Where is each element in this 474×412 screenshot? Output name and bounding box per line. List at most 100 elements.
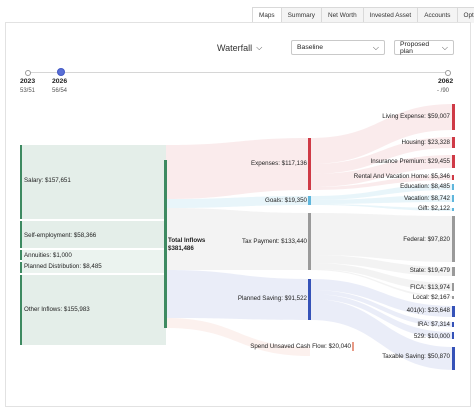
maps-panel — [5, 22, 471, 407]
sankey-label-spend-unsaved-cash-flow: Spend Unsaved Cash Flow: $20,040 — [250, 343, 351, 350]
sankey-link — [310, 175, 454, 190]
sankey-node-total-inflows — [164, 160, 167, 328]
sankey-link — [310, 294, 454, 339]
sankey-label-vacation: Vacation: $8,742 — [404, 195, 450, 202]
sankey-node-planned-distribution — [20, 262, 22, 273]
sankey-node-rental-vacation-home — [452, 175, 454, 180]
sankey-label-self-employment: Self-employment: $58,366 — [24, 232, 97, 239]
baseline-plan-label: Baseline — [297, 44, 324, 51]
sankey-link — [310, 184, 454, 200]
chevron-down-icon: ⌵ — [441, 42, 448, 52]
sankey-node-insurance-premium — [452, 155, 455, 168]
sankey-node-spend-unsaved — [352, 342, 354, 351]
sankey-link — [310, 204, 454, 211]
sankey-link — [22, 275, 166, 345]
chevron-down-icon: ⌵ — [372, 42, 379, 52]
sankey-label-living-expense: Living Expense: $59,007 — [382, 113, 450, 120]
timeline-current-year: 2026 — [52, 78, 68, 85]
sankey-node-goals — [308, 196, 311, 205]
sankey-node-planned-saving — [308, 279, 311, 320]
sankey-node-529 — [452, 332, 454, 339]
sankey-label-rental-vacation-home: Rental And Vacation Home: $5,346 — [353, 173, 450, 180]
sankey-node-ira — [452, 322, 454, 327]
sankey-node-vacation — [452, 195, 454, 202]
chevron-down-icon: ⌵ — [256, 43, 263, 52]
proposed-plan-select[interactable]: Proposed plan ⌵ — [394, 40, 454, 55]
sankey-node-state — [452, 267, 455, 276]
sankey-label-planned-distribution: Planned Distribution: $8,485 — [24, 263, 102, 270]
sankey-label-total-inflows: Total Inflows — [168, 237, 206, 244]
timeline-start-marker[interactable] — [25, 70, 31, 76]
sankey-link — [22, 145, 166, 219]
sankey-link — [310, 299, 454, 370]
sankey-link — [310, 137, 454, 174]
tab-options[interactable]: Options — [456, 7, 474, 23]
sankey-link — [310, 290, 454, 327]
sankey-link — [310, 255, 454, 276]
sankey-node-local — [452, 296, 454, 299]
sankey-label-gift: Gift: $2,122 — [418, 205, 450, 212]
sankey-node-other-inflows — [20, 275, 22, 345]
sankey-label-401k: 401(k): $23,648 — [406, 307, 450, 314]
timeline-current-ages: 56/54 — [52, 88, 68, 94]
sankey-label-ira: IRA: $7,314 — [417, 321, 450, 328]
sankey-node-annuities — [20, 250, 22, 260]
sankey-label-taxable-saving: Taxable Saving: $50,870 — [382, 353, 450, 360]
sankey-links — [22, 104, 454, 370]
sankey-label-education: Education: $8,485 — [400, 183, 450, 190]
sankey-node-housing — [452, 137, 455, 148]
sankey-node-taxable-saving — [452, 347, 455, 370]
sankey-node-tax-payment — [308, 213, 311, 270]
sankey-value-total-inflows: $381,486 — [168, 245, 194, 252]
sankey-label-planned-saving: Planned Saving: $91,522 — [237, 295, 307, 302]
sankey-link — [166, 208, 310, 270]
sankey-label-salary: Salary: $157,651 — [24, 177, 71, 184]
sankey-label-goals: Goals: $19,350 — [265, 197, 307, 204]
sankey-label-insurance-premium: Insurance Premium: $29,455 — [370, 158, 450, 165]
sankey-label-fica: FICA: $13,974 — [410, 284, 450, 291]
view-type-label: Waterfall — [217, 43, 253, 53]
proposed-plan-label: Proposed plan — [400, 40, 430, 55]
baseline-plan-select[interactable]: Baseline ⌵ — [291, 40, 385, 55]
sankey-link — [310, 104, 454, 164]
sankey-link — [310, 213, 454, 262]
sankey-node-fica — [452, 283, 454, 291]
view-type-dropdown[interactable]: Waterfall ⌵ — [217, 43, 262, 53]
sankey-link — [310, 279, 454, 317]
sankey-label-tax-payment: Tax Payment: $133,440 — [241, 238, 307, 245]
sankey-node-living-expense — [452, 104, 455, 130]
sankey-label-federal: Federal: $97,820 — [403, 236, 450, 243]
sankey-node-self-employment — [20, 221, 22, 248]
sankey-link — [166, 270, 310, 320]
timeline-end-year: 2062 — [438, 78, 454, 85]
timeline-end-ages: - /90 — [437, 88, 450, 94]
sankey-link — [166, 138, 310, 199]
sankey-label-state: State: $19,479 — [409, 267, 450, 274]
sankey-link — [22, 221, 166, 248]
sankey-label-529: 529: $10,000 — [413, 333, 450, 340]
sankey-link — [310, 155, 454, 187]
sankey-link — [22, 250, 166, 273]
sankey-link — [310, 269, 454, 298]
sankey-node-gift — [452, 208, 454, 211]
sankey-label-annuities: Annuities: $1,000 — [24, 252, 72, 259]
sankey-node-salary — [20, 145, 22, 219]
timeline-end-marker[interactable] — [445, 70, 451, 76]
sankey-node-expenses — [308, 138, 311, 190]
sankey-label-other-inflows: Other Inflows: $155,983 — [24, 306, 90, 313]
sankey-label-local: Local: $2,167 — [412, 294, 450, 301]
timeline-current-handle[interactable] — [57, 68, 65, 76]
sankey-link — [310, 263, 454, 291]
sankey-link — [166, 318, 310, 356]
timeline-track[interactable] — [27, 72, 448, 73]
sankey-node-federal — [452, 216, 455, 262]
tab-bar: Maps Summary Net Worth Invested Asset Ac… — [252, 7, 474, 24]
timeline-start-ages: 53/51 — [20, 88, 36, 94]
sankey-label-housing: Housing: $23,328 — [401, 139, 450, 146]
sankey-label-expenses: Expenses: $117,136 — [251, 160, 307, 167]
sankey-node-401k — [452, 306, 455, 317]
sankey-link — [166, 196, 310, 208]
sankey-link — [310, 195, 454, 204]
sankey-nodes — [20, 104, 455, 370]
